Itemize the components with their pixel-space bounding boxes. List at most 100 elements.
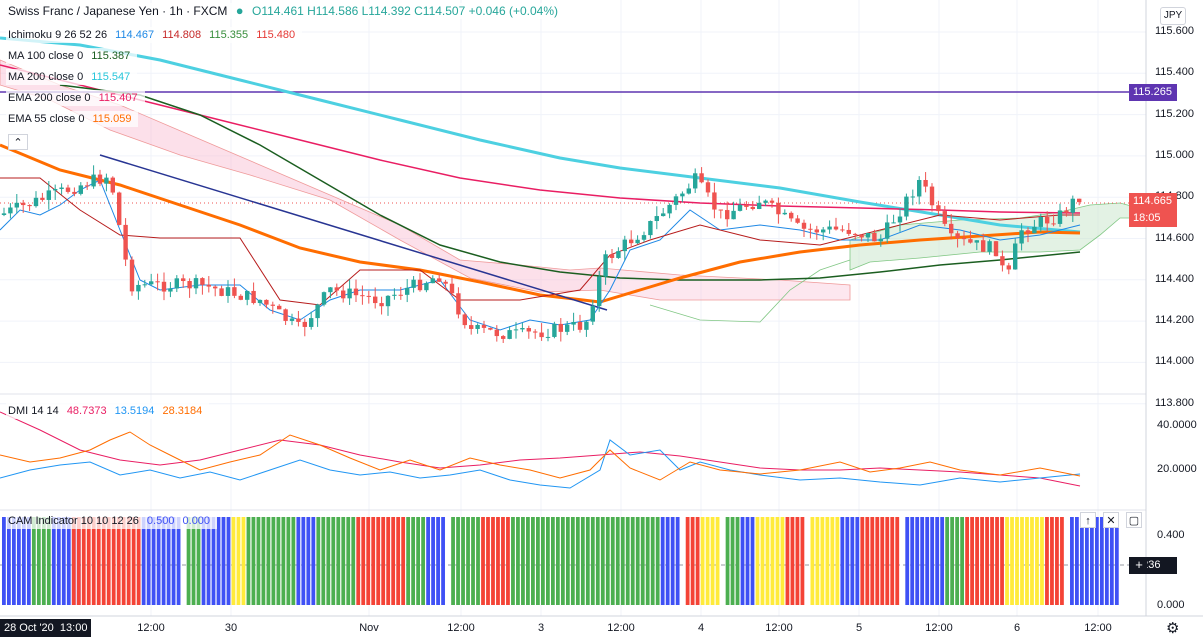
candle-body <box>712 192 717 210</box>
candle-body <box>117 192 122 225</box>
time-axis-tick: 5 <box>855 622 863 634</box>
cam-bar <box>341 517 346 605</box>
candle-body <box>296 318 301 322</box>
candle-body <box>955 233 960 238</box>
cam-bar <box>740 517 745 605</box>
level-price-tag: 115.265 <box>1129 84 1177 101</box>
cam-bar <box>76 517 81 605</box>
price-axis-tick: 114.200 <box>1155 314 1194 327</box>
candle-body <box>853 233 858 235</box>
trend-line[interactable] <box>99 154 608 311</box>
candle-body <box>27 205 32 207</box>
cam-bar <box>526 517 530 605</box>
price-axis-tick: 115.400 <box>1155 66 1194 79</box>
cam-bar <box>16 517 21 605</box>
cam-bar <box>311 517 316 605</box>
candle-body <box>219 288 224 296</box>
time-axis-tick: Nov <box>359 622 379 634</box>
cam-bar <box>46 517 51 605</box>
countdown-tag: 18:05 <box>1129 210 1177 227</box>
time-axis-tick: 12:00 <box>447 622 475 634</box>
candle-body <box>795 218 800 223</box>
cam-bar <box>1010 517 1014 605</box>
indicator-ma100[interactable]: MA 100 close 0 115.387 <box>6 48 138 64</box>
candle-body <box>59 187 64 189</box>
symbol-header[interactable]: Swiss Franc / Japanese Yen · 1h · FXCM ●… <box>6 3 566 19</box>
candle-body <box>929 186 935 206</box>
cam-bar <box>386 517 391 605</box>
cam-bar <box>940 517 945 605</box>
cam-bar <box>825 517 830 605</box>
cam-bar <box>391 517 396 605</box>
candle-body <box>1064 210 1069 213</box>
candle-body <box>513 329 519 331</box>
indicator-ma200[interactable]: MA 200 close 0 115.547 <box>6 69 138 85</box>
cam-bar <box>131 517 136 605</box>
candle-body <box>789 212 794 219</box>
candle-body <box>814 229 819 233</box>
candle-body <box>449 283 455 294</box>
dmi-legend[interactable]: DMI 14 14 48.7373 13.5194 28.3184 <box>6 403 210 419</box>
cam-bar <box>266 517 271 605</box>
cam-bar <box>326 517 331 605</box>
collapse-legend-button[interactable]: ⌃ <box>8 134 28 150</box>
candle-body <box>78 185 83 194</box>
candle-body <box>8 207 13 214</box>
candle-body <box>571 321 576 325</box>
indicator-label: EMA 55 close 0 <box>8 113 85 125</box>
candle-body <box>385 295 391 307</box>
dmi-value: 48.7373 <box>66 405 107 417</box>
candle-body <box>110 177 115 193</box>
cam-bar <box>506 517 510 605</box>
cam-legend[interactable]: CAM Indicator 10 10 12 26 0.500 0.000 <box>6 513 218 529</box>
cam-bar <box>301 517 306 605</box>
move-pane-up-button[interactable]: ↑ <box>1080 512 1096 528</box>
settings-icon[interactable]: ⚙ <box>1166 620 1180 637</box>
candle-body <box>833 226 839 230</box>
candle-body <box>872 232 877 242</box>
candle-body <box>693 173 698 189</box>
cam-bar <box>800 517 805 605</box>
dmi-label: DMI 14 14 <box>8 405 59 417</box>
candle-body <box>360 295 365 297</box>
indicator-ema200[interactable]: EMA 200 close 0 115.407 <box>6 90 145 106</box>
cam-bar <box>1099 517 1104 605</box>
indicator-ichimoku[interactable]: Ichimoku 9 26 52 26 114.467 114.808 115.… <box>6 27 303 43</box>
indicator-ema55[interactable]: EMA 55 close 0 115.059 <box>6 111 139 127</box>
dmi-value: 13.5194 <box>114 405 155 417</box>
candle-body <box>1045 217 1050 224</box>
maximize-pane-button[interactable]: ▢ <box>1126 512 1142 528</box>
cam-bar <box>1025 517 1029 605</box>
cam-bar <box>995 517 999 605</box>
cam-bar <box>361 517 366 605</box>
cam-bar <box>376 517 381 605</box>
cam-bar <box>965 517 970 605</box>
indicator-value: 115.407 <box>98 92 138 104</box>
candle-body <box>763 200 768 203</box>
ichimoku-leading-span-b <box>649 259 851 323</box>
candle-body <box>411 279 416 288</box>
close-pane-button[interactable]: ✕ <box>1103 512 1119 528</box>
cam-bar <box>226 517 231 605</box>
cam-bar <box>835 517 840 605</box>
currency-badge[interactable]: JPY <box>1160 7 1186 25</box>
cam-bar <box>11 517 16 605</box>
candle-body <box>481 324 487 328</box>
candle-body <box>437 278 442 282</box>
candle-body <box>270 304 275 306</box>
cam-bar <box>231 517 236 605</box>
crosshair-plus-icon[interactable]: + <box>1131 557 1147 573</box>
candle-body <box>366 295 371 297</box>
cam-bar <box>351 517 356 605</box>
cam-bar <box>246 517 251 605</box>
candle-body <box>72 191 77 194</box>
cam-bar <box>690 517 695 605</box>
cam-bar <box>575 517 580 605</box>
candle-body <box>46 190 51 200</box>
cam-bar <box>216 517 221 605</box>
candle-body <box>129 259 135 292</box>
candle-body <box>33 197 39 207</box>
cam-bar <box>36 517 41 605</box>
cam-bar <box>166 517 171 605</box>
